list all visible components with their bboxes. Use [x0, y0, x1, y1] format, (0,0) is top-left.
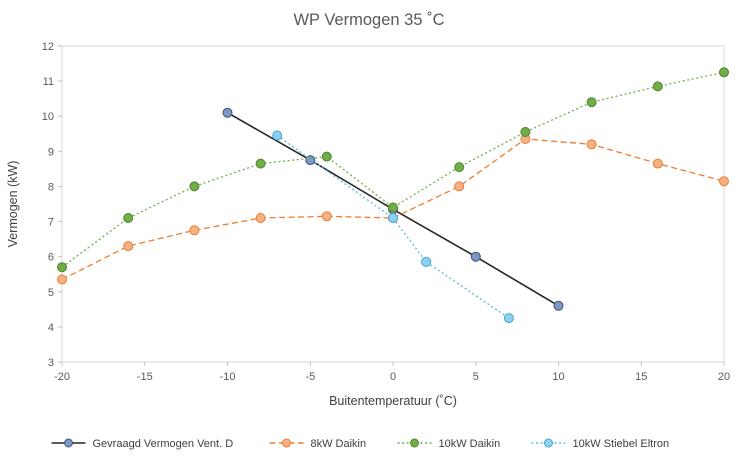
- data-point-marker: [57, 274, 67, 285]
- data-point-marker: [222, 107, 233, 118]
- x-axis-title: Buitentemperatuur (˚C): [329, 394, 457, 408]
- x-tick-label: -5: [305, 371, 315, 383]
- legend-label: Gevraagd Vermogen Vent. D: [93, 438, 234, 450]
- series-10kw-daikin: [57, 67, 729, 273]
- data-point-marker: [123, 241, 134, 252]
- x-tick-label: -15: [137, 371, 153, 383]
- legend-label: 10kW Stiebel Eltron: [573, 438, 670, 450]
- legend-label: 10kW Daikin: [439, 438, 501, 450]
- y-tick-label: 5: [48, 287, 54, 299]
- y-tick-label: 6: [48, 252, 54, 264]
- legend-marker: [544, 438, 553, 448]
- data-point-marker: [272, 130, 283, 141]
- legend: Gevraagd Vermogen Vent. D 8kW Daikin 10kW …: [51, 438, 670, 450]
- y-tick-label: 8: [48, 181, 54, 193]
- legend-item: 10kW Daikin: [397, 438, 501, 450]
- data-point-marker: [719, 176, 729, 187]
- y-tick-label: 3: [48, 357, 54, 369]
- legend-item: 10kW Stiebel Eltron: [531, 438, 670, 450]
- data-point-marker: [421, 256, 432, 267]
- data-point-marker: [652, 81, 663, 92]
- y-tick-label: 9: [48, 146, 54, 158]
- data-point-marker: [719, 67, 729, 78]
- x-tick-label: 10: [552, 371, 564, 383]
- data-point-marker: [57, 262, 67, 273]
- y-tick-label: 12: [42, 41, 54, 53]
- y-tick-label: 10: [42, 111, 54, 123]
- data-point-marker: [470, 251, 481, 262]
- legend-item: Gevraagd Vermogen Vent. D: [51, 438, 234, 450]
- x-tick-label: -20: [54, 371, 70, 383]
- y-tick-label: 11: [43, 76, 54, 88]
- data-point-marker: [652, 158, 663, 169]
- x-tick-label: 0: [390, 371, 396, 383]
- legend-marker: [410, 438, 419, 448]
- series-line: [61, 138, 725, 281]
- chart-title: WP Vermogen 35 ˚C: [293, 11, 444, 29]
- data-point-marker: [388, 213, 398, 223]
- data-point-marker: [520, 127, 531, 137]
- data-point-marker: [255, 158, 266, 169]
- data-point-marker: [586, 139, 597, 150]
- y-tick-label: 7: [48, 217, 54, 229]
- legend-label: 8kW Daikin: [311, 438, 367, 450]
- legend-item: 8kW Daikin: [269, 438, 367, 450]
- data-point-marker: [321, 211, 332, 222]
- data-point-marker: [321, 151, 332, 162]
- data-point-marker: [189, 225, 200, 236]
- data-point-marker: [553, 300, 564, 311]
- legend-marker: [282, 438, 291, 448]
- series-group: [57, 67, 729, 324]
- data-point-marker: [255, 213, 266, 223]
- axes: 3 4 5 6 7 8 9 10 11 12 -20 -15 -10 -5 0 5 10 15 20: [42, 41, 730, 383]
- data-point-marker: [189, 181, 200, 192]
- legend-marker: [64, 438, 73, 448]
- data-point-marker: [388, 202, 398, 213]
- x-tick-label: 15: [635, 371, 647, 383]
- x-tick-label: 5: [473, 371, 479, 383]
- x-tick-label: 20: [718, 371, 730, 383]
- data-point-marker: [586, 97, 597, 108]
- x-tick-label: -10: [220, 371, 236, 383]
- data-point-marker: [454, 162, 465, 173]
- series-10kw-stiebel-eltron: [272, 130, 514, 324]
- y-tick-label: 4: [48, 322, 54, 334]
- data-point-marker: [123, 213, 134, 223]
- y-axis-title: Vermogen (kW): [6, 161, 20, 248]
- data-point-marker: [454, 181, 465, 192]
- data-point-marker: [503, 313, 514, 324]
